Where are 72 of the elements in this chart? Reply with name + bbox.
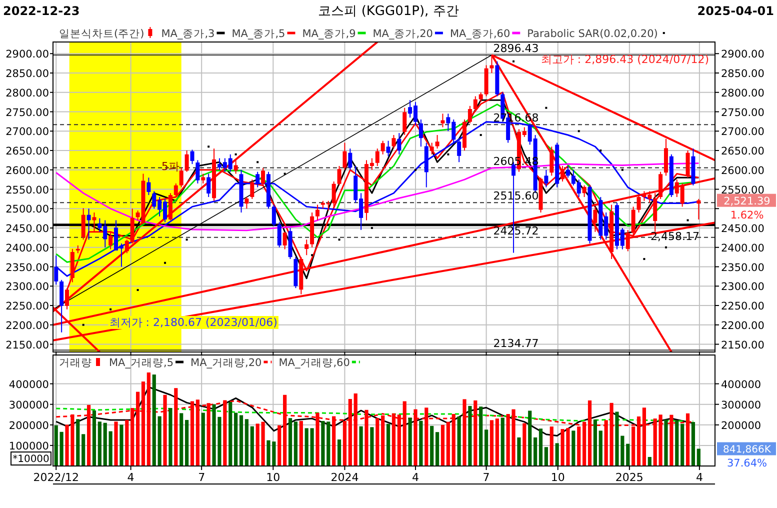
y-tick-label: 2850.00 (6, 68, 49, 80)
text: 841,866K (723, 444, 772, 456)
x-tick-label: 2024 (330, 471, 359, 484)
text: 2,521.39 (724, 195, 770, 208)
ref-line-label: 2896.43 (493, 42, 539, 56)
y-tick-label: 2600.00 (6, 164, 49, 177)
ref-line-label: 2134.77 (493, 337, 539, 350)
annotation: 최고가 : 2,896.43 (2024/07/12) (540, 53, 710, 66)
y2-tick-label: 2300.00 (721, 281, 764, 294)
x-tick-label: 10 (550, 471, 565, 484)
x-tick-label: 4 (127, 471, 134, 484)
y2-tick-label: 2450.00 (721, 223, 764, 235)
x-tick-label: 10 (266, 471, 280, 484)
y2-tick-label: 2850.00 (721, 68, 764, 80)
y-tick-label: 2550.00 (6, 184, 49, 196)
x-tick-label: 2025 (615, 471, 644, 484)
chart-title: 코스피 (KGG01P), 주간 (318, 4, 459, 19)
y-tick-label: 2300.00 (6, 281, 49, 294)
y2-tick-label: 200000 (721, 420, 762, 432)
y-tick-label: 2400.00 (6, 242, 49, 254)
x-tick-label: 4 (696, 471, 703, 484)
y2-tick-label: 2750.00 (721, 106, 764, 119)
x-tick-label: 4 (412, 471, 420, 484)
y2-tick-label: 300000 (721, 399, 762, 412)
y2-tick-label: 400000 (721, 378, 762, 391)
legend-label: MA_종가,60 (450, 28, 510, 40)
legend-label: MA_종가,5 (232, 28, 286, 40)
y2-tick-label: 2200.00 (721, 320, 764, 332)
y-tick-label: 400000 (8, 378, 49, 391)
legend-label: MA_거래량,20 (190, 357, 262, 369)
y2-tick-label: 2250.00 (721, 300, 764, 312)
y2-tick-label: 2800.00 (721, 87, 764, 100)
y-tick-label: 2650.00 (6, 146, 49, 158)
legend-label: MA_종가,20 (372, 28, 433, 40)
x-tick-label: 7 (482, 471, 490, 484)
y-tick-label: 2750.00 (6, 106, 49, 119)
y2-tick-label: 2600.00 (721, 164, 764, 177)
y2-tick-label: 2350.00 (721, 262, 764, 274)
text: 37.64% (726, 458, 768, 470)
y-tick-label: 2150.00 (6, 339, 49, 352)
annotation: 최저가 : 2,180.67 (2023/01/06) (109, 316, 278, 329)
x-tick-label: 7 (198, 471, 206, 484)
y-tick-label: 2500.00 (6, 204, 49, 216)
legend-label: Parabolic SAR(0.02,0.20) (527, 28, 658, 40)
y-tick-label: 200000 (8, 420, 49, 432)
y2-tick-label: 2650.00 (721, 146, 764, 158)
legend-label: MA_거래량,5 (109, 357, 174, 369)
y-tick-label: 2450.00 (6, 223, 49, 235)
y-tick-label: 2700.00 (6, 126, 49, 138)
text: 2025-04-01 (697, 4, 774, 18)
y-tick-label: 2250.00 (6, 300, 49, 312)
y2-tick-label: 2900.00 (721, 48, 764, 61)
y2-tick-label: 2400.00 (721, 242, 764, 254)
x-tick-label: 2022/12 (33, 471, 79, 484)
y-tick-label: 2350.00 (6, 262, 49, 274)
y2-tick-label: 2150.00 (721, 339, 764, 352)
y2-tick-label: 2550.00 (721, 184, 764, 196)
y-tick-label: 2200.00 (6, 320, 49, 332)
legend-label: MA_종가,9 (302, 28, 356, 40)
y-tick-label: 2900.00 (6, 48, 49, 61)
legend-label: 거래량 (59, 357, 92, 369)
y-tick-label: 100000 (8, 440, 49, 452)
text: 1.62% (730, 209, 764, 222)
text: 2022-12-23 (3, 4, 80, 18)
y2-tick-label: 2700.00 (721, 126, 764, 138)
annotation: 5파 (161, 160, 180, 173)
legend-label: 일본식차트(주간) (59, 28, 144, 40)
legend-label: MA_종가,3 (161, 28, 215, 40)
y-tick-label: 300000 (8, 399, 49, 412)
text: *10000 (12, 454, 50, 465)
legend-label: MA_거래량,60 (278, 357, 350, 369)
y-tick-label: 2800.00 (6, 87, 49, 100)
